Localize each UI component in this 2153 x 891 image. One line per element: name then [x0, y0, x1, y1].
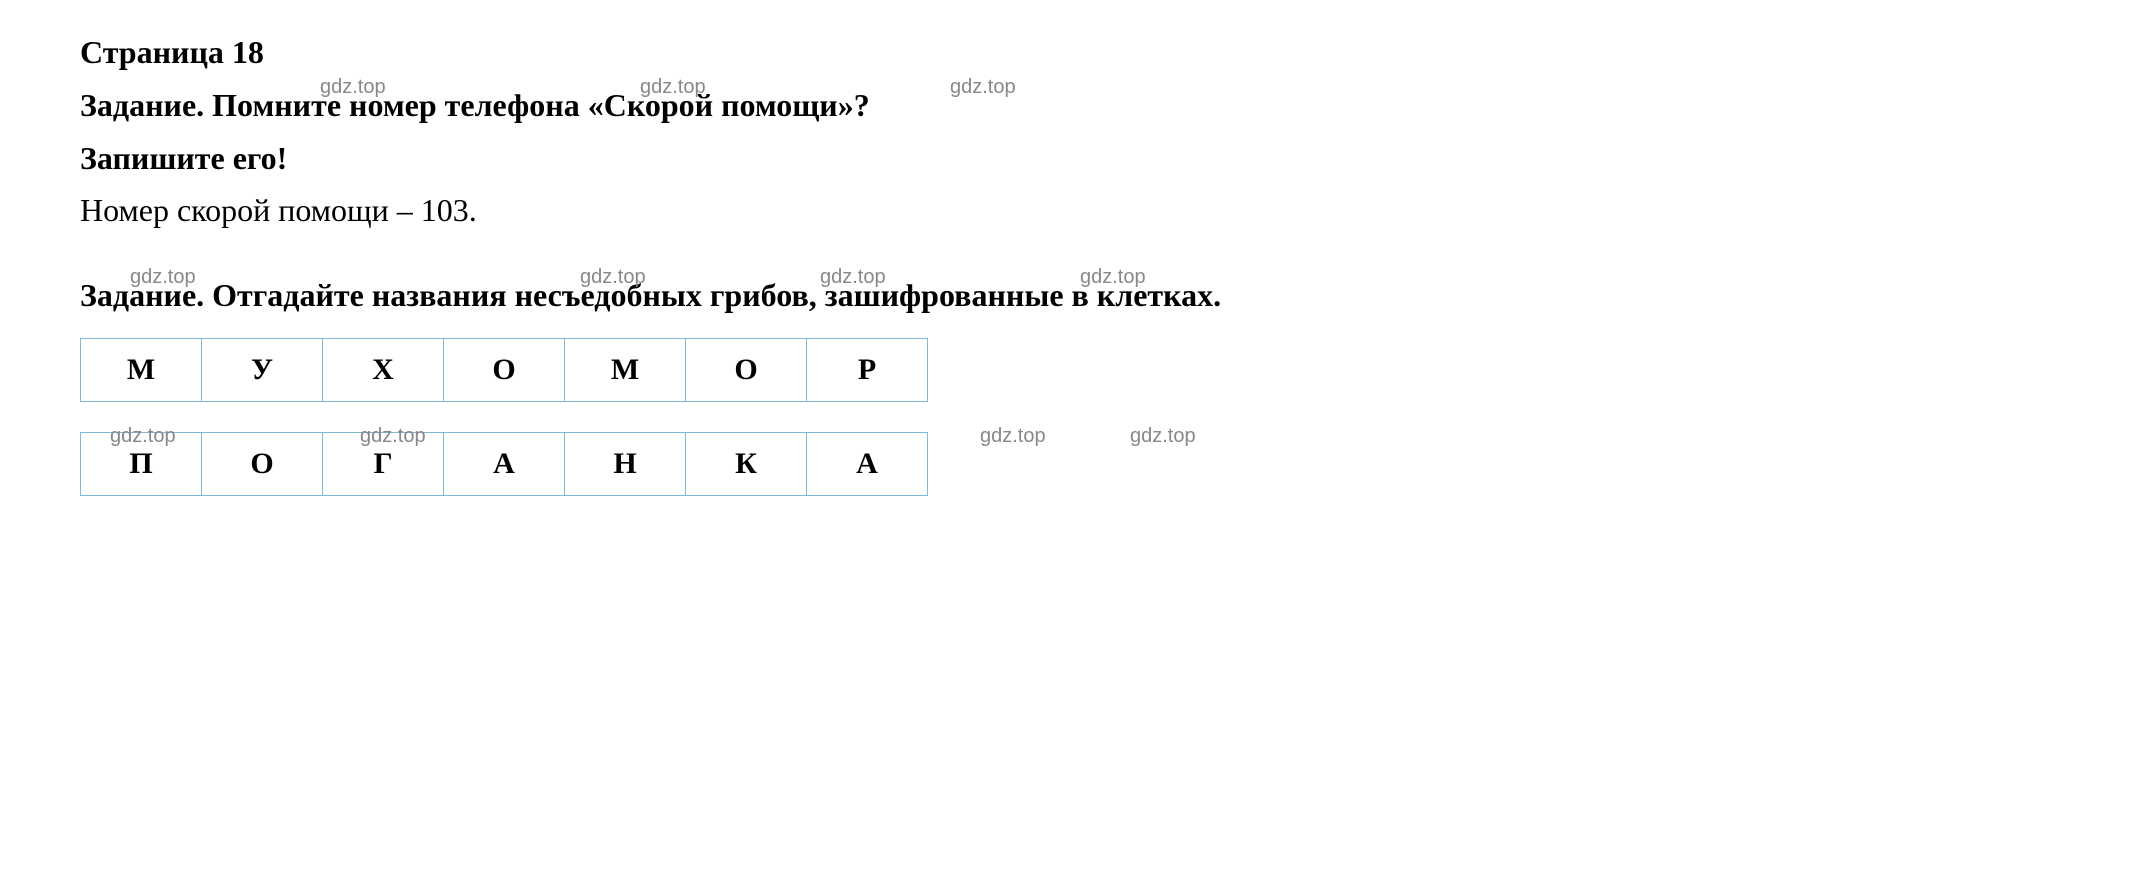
watermark: gdz.top: [130, 263, 196, 291]
table-cell: О: [202, 432, 323, 495]
watermark: gdz.top: [1080, 263, 1146, 291]
table-cell: А: [444, 432, 565, 495]
table-cell: М: [81, 338, 202, 401]
task1-line2: Запишите его!: [80, 136, 2073, 181]
table-cell: Х: [323, 338, 444, 401]
watermark: gdz.top: [820, 263, 886, 291]
table-cell: О: [686, 338, 807, 401]
task1-answer: Номер скорой помощи – 103.: [80, 188, 2073, 233]
page-heading: Страница 18: [80, 30, 2073, 75]
table1-container: М У Х О М О Р: [80, 338, 2073, 402]
watermark: gdz.top: [110, 422, 176, 450]
table-cell: Р: [807, 338, 928, 401]
table-cell: О: [444, 338, 565, 401]
table-cell: А: [807, 432, 928, 495]
table-cell: Н: [565, 432, 686, 495]
watermark: gdz.top: [950, 73, 1016, 101]
watermark: gdz.top: [980, 422, 1046, 450]
watermark: gdz.top: [1130, 422, 1196, 450]
task2-text: Задание. Отгадайте названия несъедобных …: [80, 273, 2073, 318]
mushroom-table-1: М У Х О М О Р: [80, 338, 928, 402]
watermark: gdz.top: [640, 73, 706, 101]
table-cell: М: [565, 338, 686, 401]
table-cell: У: [202, 338, 323, 401]
watermark: gdz.top: [580, 263, 646, 291]
watermark: gdz.top: [360, 422, 426, 450]
table-cell: К: [686, 432, 807, 495]
watermark: gdz.top: [320, 73, 386, 101]
mushroom-table-2: П О Г А Н К А: [80, 432, 928, 496]
